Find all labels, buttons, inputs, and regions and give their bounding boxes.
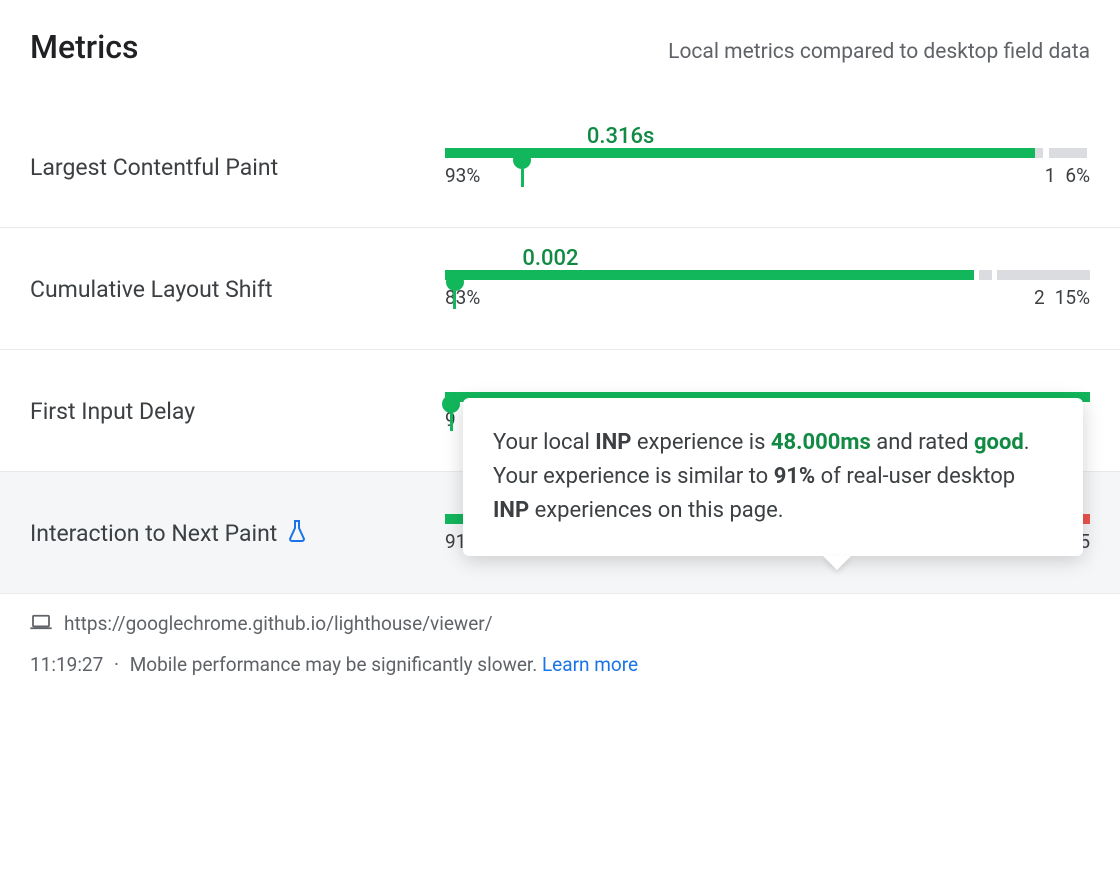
pct-good: 93% [445,164,480,187]
metric-value: 0.316s [587,124,654,149]
metric-label: Interaction to Next Paint [30,519,445,549]
tooltip-text: Your local [493,430,595,455]
bar-segment [1049,148,1086,158]
metric-value: 0.002 [522,246,578,271]
distribution-bar [445,270,1090,280]
panel-title: Metrics [30,28,138,66]
bar-segment [997,270,1090,280]
panel-footer: https://googlechrome.github.io/lighthous… [0,593,1120,676]
laptop-icon [30,612,52,635]
metric-bar: 0.00283%215% [445,270,1090,309]
bar-segment [445,270,974,280]
metrics-panel: Metrics Local metrics compared to deskto… [0,0,1120,676]
tooltip-percent: 91% [774,464,816,489]
tooltip-text: experiences on this page. [529,498,783,523]
metric-label: Cumulative Layout Shift [30,276,445,303]
metric-row-lcp[interactable]: Largest Contentful Paint 0.316s 93% 1 6% [0,106,1120,228]
footer-url-line: https://googlechrome.github.io/lighthous… [30,612,1090,635]
learn-more-link[interactable]: Learn more [542,653,638,676]
experimental-flask-icon [287,519,307,549]
tooltip-text: experience is [631,430,770,455]
pct-value: 2 [1034,286,1045,309]
tooltip-inp-label: INP [493,498,529,523]
metric-bar: 0.316s93%16% [445,148,1090,187]
metric-label: First Input Delay [30,398,445,425]
pct-labels: 93% 1 6% [445,164,1090,187]
pct-value: 1 [1045,164,1056,187]
panel-subtitle: Local metrics compared to desktop field … [668,40,1090,64]
metric-row-cls[interactable]: Cumulative Layout Shift0.00283%215% [0,228,1120,350]
separator: · [114,653,119,676]
marker-stem [450,413,453,431]
panel-header: Metrics Local metrics compared to deskto… [0,28,1120,106]
bar-segment [1035,148,1043,158]
tooltip-text: of real-user desktop [815,464,1015,489]
pct-other: 1 6% [1045,164,1090,187]
bar-segment [445,148,1035,158]
distribution-bar [445,148,1090,158]
metric-label-text: Interaction to Next Paint [30,520,277,547]
pct-labels: 83%215% [445,286,1090,309]
metric-label: Largest Contentful Paint [30,154,445,181]
bar-segment [979,270,992,280]
metric-label-text: First Input Delay [30,398,195,425]
tooltip-inp-label: INP [595,430,631,455]
footer-status-line: 11:19:27 · Mobile performance may be sig… [30,653,1090,676]
marker-stem [453,291,456,309]
metric-label-text: Cumulative Layout Shift [30,276,273,303]
metric-tooltip: Your local INP experience is 48.000ms an… [463,398,1083,556]
footer-msg: Mobile performance may be significantly … [130,653,538,676]
metric-label-text: Largest Contentful Paint [30,154,278,181]
pct-other: 2 15% [1034,286,1090,309]
footer-time: 11:19:27 [30,653,103,676]
pct-value: 15% [1055,286,1090,309]
pct-value: 6% [1065,164,1090,187]
footer-url: https://googlechrome.github.io/lighthous… [64,612,493,635]
tooltip-value: 48.000ms [771,430,871,455]
marker-stem [521,169,524,187]
tooltip-text: and rated [871,430,974,455]
tooltip-rating: good [974,430,1024,455]
